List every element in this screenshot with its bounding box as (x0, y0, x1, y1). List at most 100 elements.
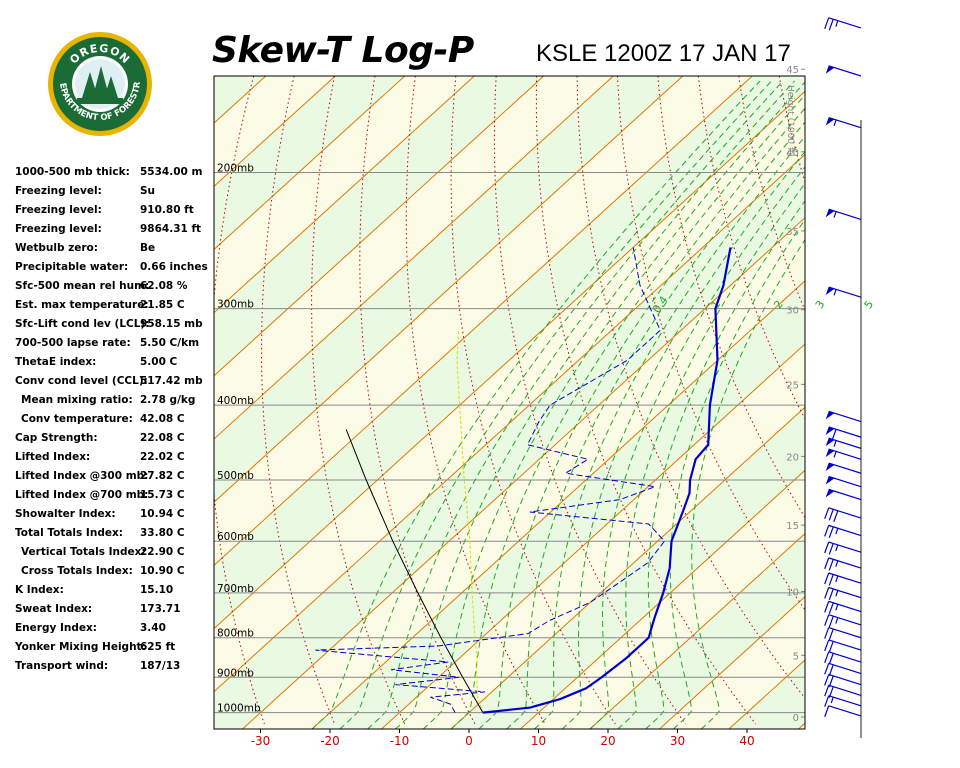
barb-flag (828, 509, 834, 521)
height-axis-label: Height (1000 ft) (785, 85, 795, 157)
pressure-label: 700mb (217, 583, 254, 595)
barb-staff (828, 626, 862, 639)
stat-value: 15.73 C (140, 489, 185, 501)
stat-value: 10.94 C (140, 508, 185, 520)
dry-adiabat (778, 76, 805, 184)
wind-barb (825, 286, 862, 298)
wind-barb (825, 437, 862, 449)
x-tick-label: 40 (739, 734, 754, 748)
moist-adiabat (589, 166, 805, 729)
wind-barb (824, 639, 862, 653)
stat-value: 2.78 g/kg (140, 394, 196, 406)
moist-adiabat (617, 182, 805, 729)
dry-adiabat (359, 76, 476, 725)
wind-barb (824, 705, 862, 717)
barb-flag (828, 615, 834, 628)
dry-adiabat (493, 76, 686, 725)
barb-flag (828, 574, 834, 586)
isotherm-line (658, 596, 805, 729)
barb-flag (824, 17, 830, 29)
wind-barb (824, 541, 862, 555)
stat-label: Energy Index: (15, 622, 97, 634)
wind-barb (824, 507, 862, 522)
isotherm-line (589, 532, 805, 729)
dry-adiabat (214, 76, 265, 725)
dry-adiabat (155, 76, 213, 724)
barb-staff (828, 614, 862, 626)
stat-label: ThetaE index: (15, 356, 97, 368)
green-band (214, 154, 805, 729)
stat-label: Total Totals Index: (15, 527, 123, 539)
barb-staff (828, 208, 862, 221)
barb-half-flag (833, 440, 837, 447)
barb-staff (828, 586, 862, 599)
parcel-line (456, 330, 484, 713)
isotherm-line (214, 76, 545, 377)
barb-flag (831, 429, 837, 441)
height-tick-label: 45 (786, 65, 799, 76)
barb-flag (824, 541, 830, 554)
barb-flag (824, 705, 830, 717)
barb-flag (824, 639, 830, 652)
stat-value: 22.08 C (140, 432, 185, 444)
stat-value: 62.08 % (140, 280, 188, 292)
stat-value: 42.08 C (140, 413, 185, 425)
barb-flag (828, 653, 834, 665)
barb-pennant (825, 287, 835, 296)
pressure-label: 1000mb (217, 703, 261, 715)
stat-label: Yonker Mixing Height: (15, 641, 146, 653)
stat-label: Cap Strength: (15, 432, 98, 444)
wind-barb (824, 557, 862, 571)
x-tick-label: -20 (320, 734, 340, 748)
barb-half-flag (835, 617, 839, 624)
stat-value: 910.80 ft (140, 204, 194, 216)
wind-barb (824, 651, 862, 665)
wind-barb (824, 662, 862, 676)
wind-barb (824, 17, 862, 31)
stat-value: Be (140, 242, 156, 254)
stat-value: 5534.00 m (140, 166, 203, 178)
barb-pennant (825, 209, 835, 218)
stat-value: 625 ft (140, 641, 176, 653)
height-tick-label: 35 (786, 227, 799, 238)
stat-value: 22.02 C (140, 451, 185, 463)
isotherm-line (797, 722, 805, 729)
barb-pennant (825, 449, 835, 458)
barb-pennant (825, 476, 835, 485)
barb-staff (828, 524, 862, 537)
x-tick-label: 20 (600, 734, 615, 748)
stat-label: 1000-500 mb thick: (15, 166, 130, 178)
barb-flag (824, 525, 830, 537)
barb-pennant (825, 463, 835, 472)
barb-flag (824, 651, 830, 664)
temperature-axis: -30 -20 -10 0 10 20 30 40 (251, 729, 755, 748)
stat-label: Freezing level: (15, 223, 102, 235)
moist-adiabat (339, 80, 772, 729)
height-tick-label: 15 (786, 521, 799, 532)
barb-flag (824, 587, 830, 599)
barb-flag (824, 674, 830, 686)
pressure-label: 600mb (217, 531, 254, 543)
pressure-label: 900mb (217, 667, 254, 679)
isotherm-line (0, 66, 207, 739)
stat-value: 9864.31 ft (140, 223, 202, 235)
wind-barb (825, 448, 862, 460)
stat-label: Lifted Index: (15, 451, 91, 463)
barb-staff (828, 673, 862, 686)
barb-flag (828, 602, 834, 615)
barb-staff (828, 651, 862, 663)
wind-barb (824, 695, 862, 707)
barb-flag (828, 543, 834, 555)
wind-barb (825, 426, 862, 441)
barb-flag (828, 19, 834, 31)
wind-barb (824, 600, 862, 615)
pressure-label: 400mb (217, 395, 254, 407)
barb-half-flag (833, 289, 837, 296)
barb-half-flag (833, 451, 837, 458)
stat-value: 173.71 (140, 603, 181, 615)
stat-label: Sfc-500 mean rel hum: (15, 280, 150, 292)
barb-flag (824, 627, 830, 639)
oregon-forestry-logo: OREGON DEPARTMENT OF FORESTRY (42, 23, 154, 138)
barb-flag (828, 628, 834, 641)
barb-staff (828, 639, 862, 651)
